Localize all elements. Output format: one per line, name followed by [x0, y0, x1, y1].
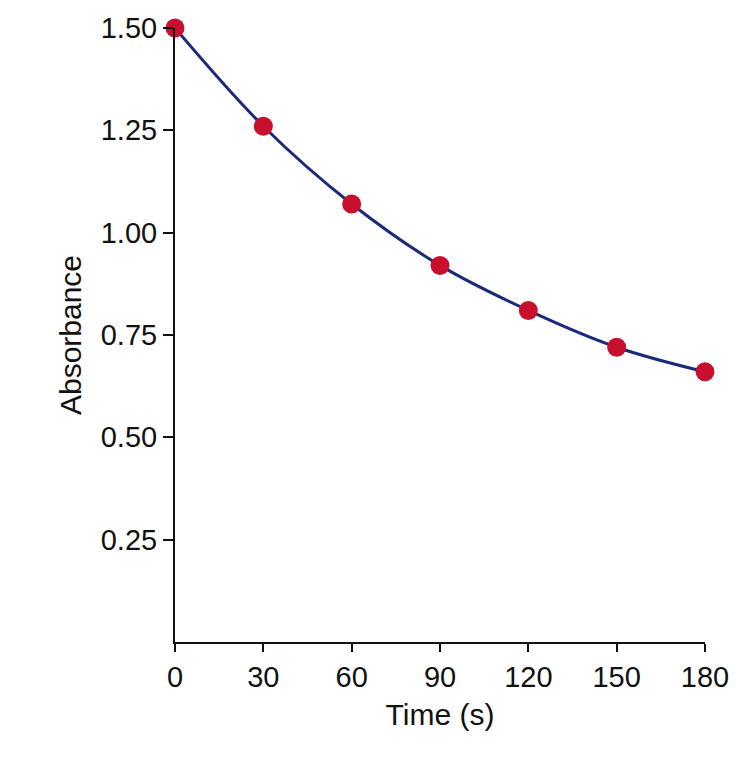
svg-text:0.75: 0.75: [101, 319, 157, 351]
svg-text:60: 60: [336, 661, 368, 693]
svg-text:120: 120: [504, 661, 552, 693]
svg-text:0: 0: [167, 661, 183, 693]
svg-text:90: 90: [424, 661, 456, 693]
svg-text:180: 180: [681, 661, 729, 693]
svg-text:Absorbance: Absorbance: [54, 255, 87, 415]
svg-text:1.25: 1.25: [101, 114, 157, 146]
svg-text:0.50: 0.50: [101, 421, 157, 453]
svg-text:30: 30: [247, 661, 279, 693]
svg-text:1.50: 1.50: [101, 12, 157, 44]
svg-text:Time (s): Time (s): [386, 698, 495, 731]
svg-text:0.25: 0.25: [101, 524, 157, 556]
svg-text:150: 150: [592, 661, 640, 693]
svg-text:1.00: 1.00: [101, 217, 157, 249]
